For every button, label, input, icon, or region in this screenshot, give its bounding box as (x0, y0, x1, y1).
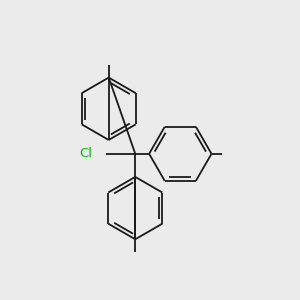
Text: Cl: Cl (80, 147, 92, 160)
